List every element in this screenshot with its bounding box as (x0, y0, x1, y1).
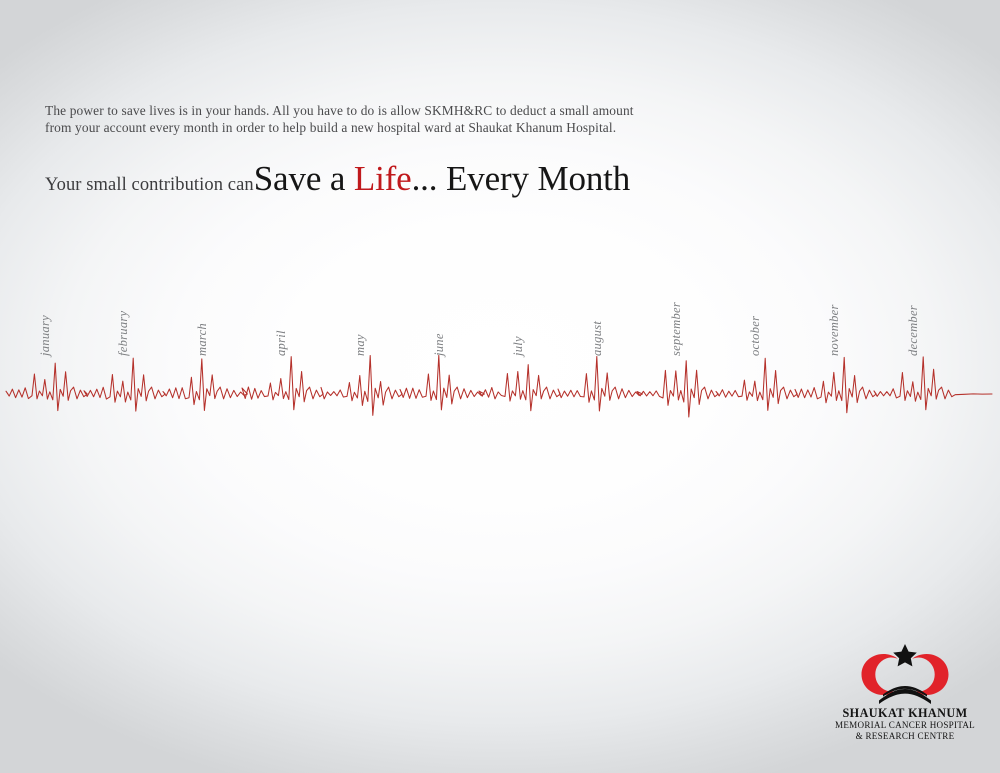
brand-logo: SHAUKAT KHANUM MEMORIAL CANCER HOSPITAL … (824, 644, 986, 746)
star-icon (893, 644, 917, 667)
book-line-icon (883, 686, 927, 697)
month-label-february: february (116, 310, 130, 356)
headline: Your small contribution canSave a Life..… (45, 137, 745, 199)
headline-highlight: Life (353, 158, 412, 198)
body-copy-line-2: from your account every month in order t… (45, 120, 617, 136)
body-copy: The power to save lives is in your hands… (45, 102, 745, 137)
headline-main-end: ... Every Month (411, 158, 631, 198)
month-label-october: october (748, 316, 762, 356)
month-label-january: january (38, 315, 52, 358)
body-copy-line-1: The power to save lives is in your hands… (45, 103, 634, 118)
logo-wordmark: SHAUKAT KHANUM MEMORIAL CANCER HOSPITAL … (824, 706, 986, 741)
month-label-august: august (590, 321, 604, 356)
month-label-july: july (511, 336, 525, 358)
logo-name: SHAUKAT KHANUM (842, 706, 968, 720)
logo-mark-icon (861, 644, 949, 704)
ecg-gridlines (51, 240, 921, 537)
month-label-september: september (669, 302, 683, 356)
crescent-left-icon (861, 654, 898, 695)
logo-sub-line-2: & RESEARCH CENTRE (855, 730, 955, 741)
book-icon (879, 689, 931, 704)
month-label-december: december (906, 305, 920, 356)
month-label-march: march (195, 323, 209, 356)
headline-main-start: Save a (253, 158, 354, 198)
logo-sub-line-1: MEMORIAL CANCER HOSPITAL (835, 720, 975, 730)
month-label-april: april (274, 330, 288, 356)
crescent-right-icon (912, 654, 949, 695)
copy-block: The power to save lives is in your hands… (45, 102, 745, 199)
month-label-may: may (353, 334, 367, 356)
headline-prefix: Your small contribution can (45, 174, 254, 195)
month-label-november: november (827, 304, 841, 356)
ecg-waveform (5, 354, 993, 418)
ecg-month-labels: january february march april may june july augu… (38, 302, 920, 358)
month-label-june: june (432, 333, 446, 358)
